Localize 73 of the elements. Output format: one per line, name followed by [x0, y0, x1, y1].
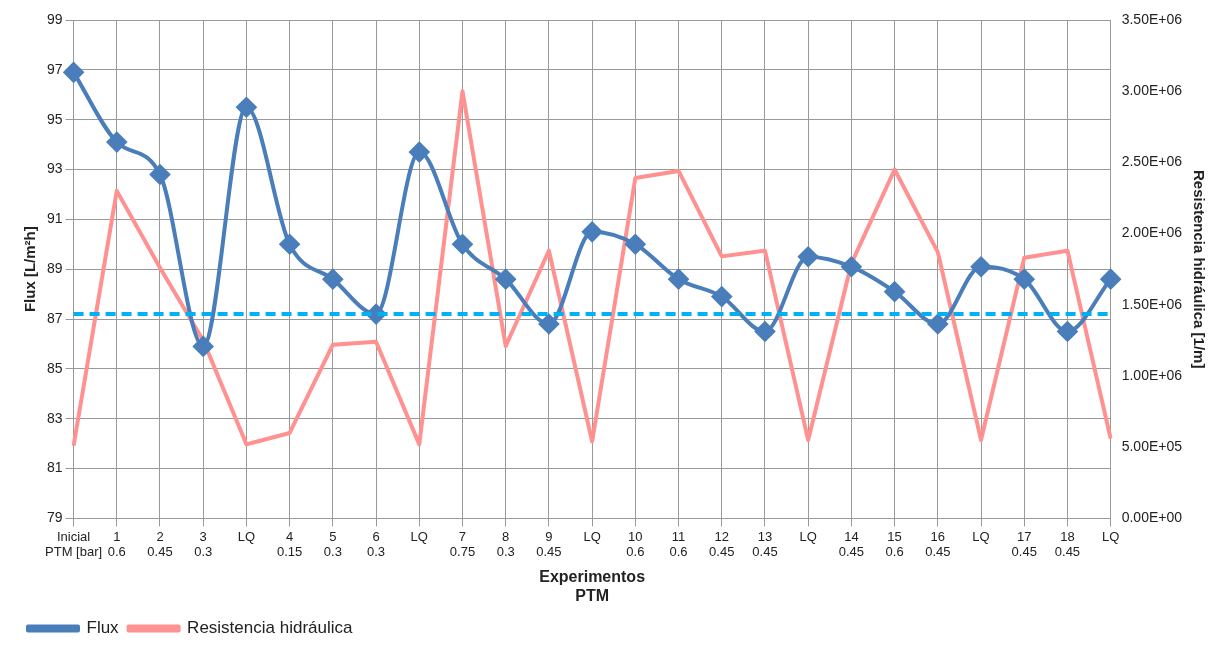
point — [495, 269, 516, 290]
point — [452, 234, 473, 255]
y-tick-label: 99 — [46, 10, 63, 27]
x-tick-label: 11 0.6 — [669, 528, 688, 560]
x-tick-label: 13 0.45 — [752, 528, 778, 560]
legend-label: Resistencia hidráulica — [187, 618, 354, 638]
x-tick-label: 5 0.3 — [323, 528, 342, 560]
y-tick-label: 79 — [46, 509, 63, 526]
x-tick-label: 3 0.3 — [194, 528, 213, 560]
point — [106, 132, 127, 153]
y-tick-label: 81 — [46, 459, 63, 476]
point — [582, 221, 603, 242]
y-tick-label: 89 — [46, 260, 63, 277]
point — [798, 246, 819, 267]
point — [971, 256, 992, 277]
y2-tick-label: 3.50E+06 — [1121, 10, 1183, 27]
y-tick-label: 95 — [46, 110, 63, 127]
x-tick-label: 12 0.45 — [709, 528, 735, 560]
x-axis-title: Experimentos PTM — [539, 567, 646, 604]
legend-label: Flux — [86, 618, 120, 638]
point — [236, 97, 257, 118]
y-tick-label: 87 — [46, 309, 63, 326]
point — [150, 164, 170, 185]
x-tick-label: LQ — [410, 528, 428, 544]
y-tick-label: 93 — [46, 160, 63, 177]
y2-tick-label: 1.50E+06 — [1121, 295, 1183, 312]
y2-tick-label: 1.00E+06 — [1121, 366, 1183, 383]
y2-axis-title: Resistencia hidráulica [1/m] — [1190, 170, 1208, 369]
x-tick-label: 10 0.6 — [626, 528, 645, 560]
x-tick-label: 2 0.45 — [147, 528, 173, 560]
x-tick-label: 7 0.75 — [449, 528, 476, 560]
point — [63, 62, 84, 83]
x-tick-label: 14 0.45 — [838, 528, 865, 560]
x-tick-label: 6 0.3 — [367, 528, 386, 560]
x-tick-label: 15 0.6 — [885, 528, 904, 560]
point — [927, 314, 948, 335]
point — [1100, 269, 1121, 290]
x-tick-label: 16 0.45 — [925, 528, 951, 560]
y2-tick-label: 0.00E+00 — [1121, 509, 1183, 526]
point — [1014, 269, 1035, 290]
y2-tick-label: 3.00E+06 — [1121, 82, 1183, 99]
point — [884, 281, 905, 302]
x-tick-label: 18 0.45 — [1054, 528, 1081, 560]
point — [409, 142, 430, 163]
point — [538, 314, 559, 335]
x-tick-label: 9 0.45 — [536, 528, 562, 560]
point — [711, 286, 732, 307]
point — [279, 234, 300, 255]
x-tick-label: LQ — [799, 528, 817, 544]
point — [1057, 321, 1078, 342]
x-tick-label: LQ — [237, 528, 256, 544]
y-tick-label: 85 — [46, 359, 63, 376]
point — [193, 336, 214, 357]
point — [841, 256, 862, 277]
x-tick-label: 4 0.15 — [276, 528, 303, 560]
y2-tick-label: 2.00E+06 — [1121, 224, 1183, 241]
x-tick-label: LQ — [972, 528, 990, 544]
x-tick-label: LQ — [1101, 528, 1120, 544]
x-tick-label: 1 0.6 — [107, 528, 126, 560]
x-tick-label: 8 0.3 — [496, 528, 515, 560]
point — [322, 269, 343, 290]
point — [625, 234, 646, 255]
y2-tick-label: 2.50E+06 — [1121, 153, 1183, 170]
y-tick-label: 91 — [46, 210, 63, 227]
point — [754, 321, 775, 342]
y2-tick-label: 5.00E+05 — [1121, 438, 1183, 455]
y-axis-title: Flux [L/m²h] — [21, 226, 39, 313]
x-tick-label: 17 0.45 — [1011, 528, 1037, 560]
y-tick-label: 83 — [46, 409, 63, 426]
y-tick-label: 97 — [46, 60, 63, 77]
x-tick-label: Inicial PTM [bar] — [45, 528, 103, 560]
x-tick-label: LQ — [583, 528, 601, 544]
point — [668, 269, 689, 290]
